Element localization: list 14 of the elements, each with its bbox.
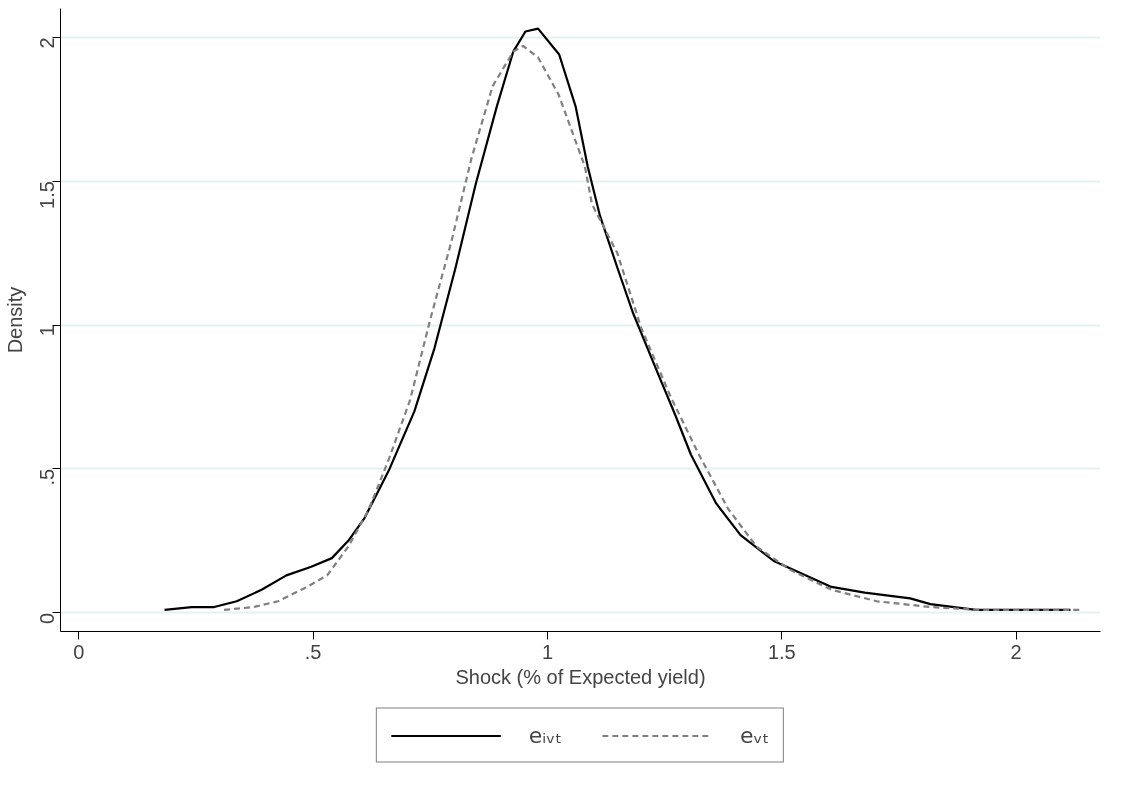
y-tick-label: 0 [36,612,59,624]
x-tick-label: 1.5 [767,640,796,663]
x-tick-label: 1 [541,640,554,663]
x-axis-title: Shock (% of Expected yield) [455,665,706,688]
y-tick-label: 2 [36,37,59,49]
legend-label: eᵢᵥₜ [528,722,562,748]
x-tick-label: 2 [1010,640,1022,663]
y-tick-label: .5 [36,468,59,486]
x-tick-label: 0 [73,640,85,663]
y-tick-label: 1.5 [36,181,59,209]
x-tick-label: .5 [304,640,322,663]
legend-label: eᵥₜ [739,722,770,748]
y-tick-label: 1 [36,325,59,337]
y-axis-title: Density [3,286,26,354]
